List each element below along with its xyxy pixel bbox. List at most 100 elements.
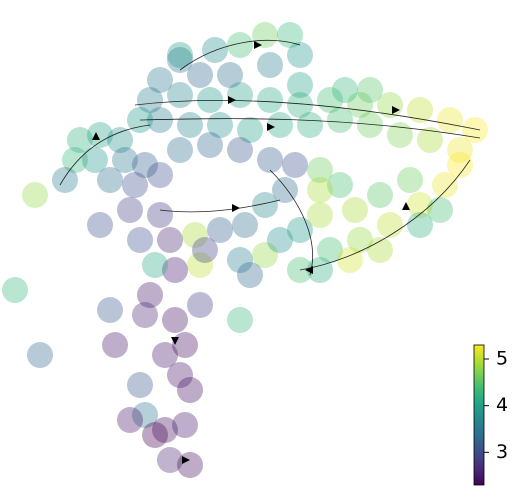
point (167, 362, 193, 388)
point (22, 182, 48, 208)
arrow (305, 266, 313, 274)
point (407, 212, 433, 238)
arrow (254, 41, 262, 49)
point (227, 137, 253, 163)
point (147, 202, 173, 228)
arrow (92, 132, 100, 140)
point (177, 377, 203, 403)
point (112, 147, 138, 173)
point (152, 342, 178, 368)
point (447, 137, 473, 163)
arrow (232, 204, 240, 212)
point (117, 407, 143, 433)
point (147, 162, 173, 188)
point (347, 227, 373, 253)
point (307, 177, 333, 203)
point (267, 227, 293, 253)
point (432, 172, 458, 198)
streamline (179, 39, 301, 71)
point (407, 192, 433, 218)
point (177, 452, 203, 478)
point (172, 412, 198, 438)
arrow (182, 456, 190, 464)
point (237, 262, 263, 288)
point (157, 227, 183, 253)
point (107, 127, 133, 153)
point (387, 122, 413, 148)
point (82, 147, 108, 173)
point (172, 332, 198, 358)
point (192, 237, 218, 263)
point (132, 302, 158, 328)
point (227, 82, 253, 108)
point (137, 87, 163, 113)
point (167, 42, 193, 68)
point (332, 77, 358, 103)
point (297, 112, 323, 138)
point (182, 222, 208, 248)
point (67, 127, 93, 153)
point (187, 292, 213, 318)
streamlines (59, 39, 481, 276)
point (227, 247, 253, 273)
colorbar-tick-label: 5 (496, 348, 508, 370)
point (327, 107, 353, 133)
point (342, 197, 368, 223)
point (357, 112, 383, 138)
arrow (171, 337, 179, 345)
point (97, 167, 123, 193)
points (2, 22, 488, 478)
streamline (139, 118, 481, 139)
point (272, 177, 298, 203)
point (122, 172, 148, 198)
streamline (159, 199, 281, 213)
colorbar-tick-label: 3 (496, 441, 508, 463)
point (407, 97, 433, 123)
point (347, 92, 373, 118)
point (187, 252, 213, 278)
arrow (402, 202, 410, 210)
point (232, 212, 258, 238)
point (132, 152, 158, 178)
point (227, 307, 253, 333)
streamline (59, 124, 151, 186)
point (132, 402, 158, 428)
point (127, 372, 153, 398)
point (147, 67, 173, 93)
colorbar-tick-label: 4 (496, 394, 508, 416)
streamline (134, 99, 481, 131)
point (257, 147, 283, 173)
point (252, 22, 278, 48)
point (52, 167, 78, 193)
point (117, 197, 143, 223)
streamline (299, 159, 471, 271)
point (427, 197, 453, 223)
point (447, 152, 473, 178)
point (307, 157, 333, 183)
point (207, 217, 233, 243)
arrows (92, 41, 410, 464)
point (187, 62, 213, 88)
point (217, 62, 243, 88)
point (142, 422, 168, 448)
colorbar (473, 344, 485, 486)
point (252, 192, 278, 218)
point (327, 172, 353, 198)
point (137, 282, 163, 308)
point (197, 87, 223, 113)
point (87, 122, 113, 148)
point (397, 167, 423, 193)
point (167, 137, 193, 163)
point (152, 417, 178, 443)
streamline (269, 169, 313, 276)
point (367, 182, 393, 208)
point (282, 152, 308, 178)
point (307, 202, 333, 228)
point (257, 52, 283, 78)
point (62, 147, 88, 173)
point (237, 117, 263, 143)
point (27, 342, 53, 368)
arrow (392, 106, 400, 114)
point (437, 107, 463, 133)
